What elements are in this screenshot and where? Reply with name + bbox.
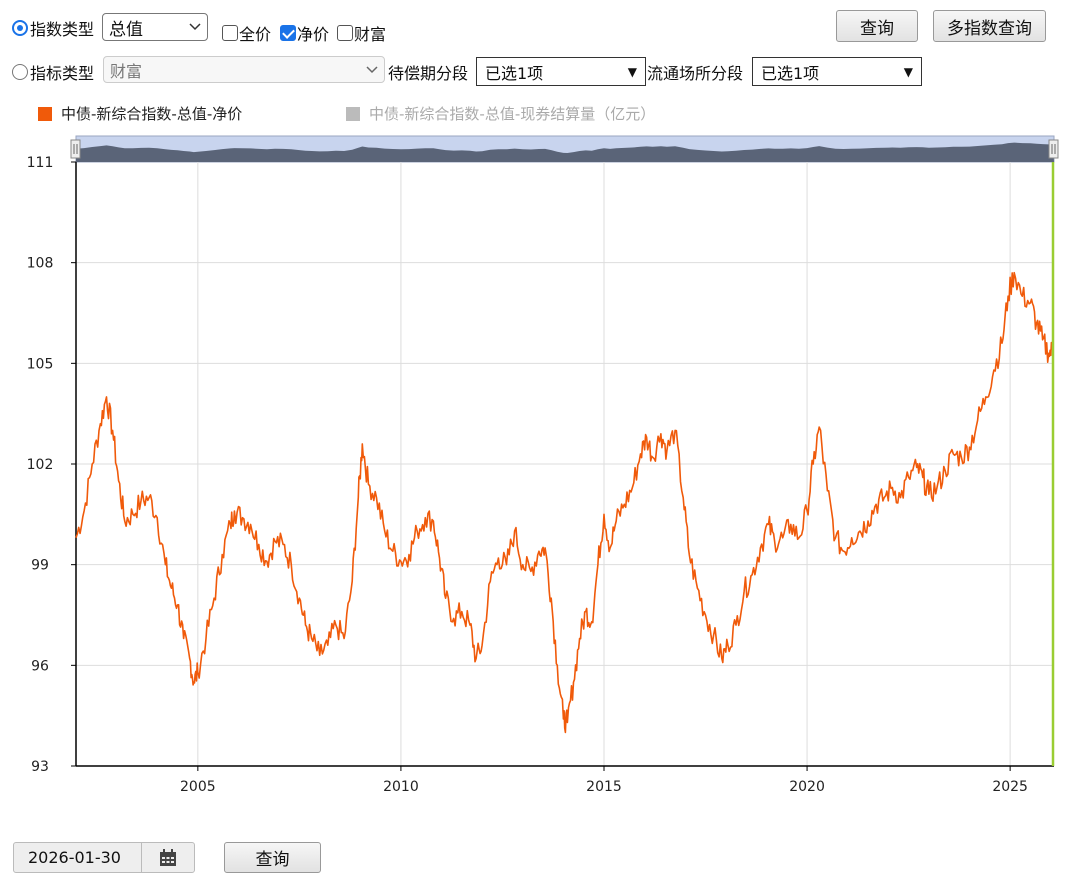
x-tick-label: 2010 [383,779,419,795]
price-option-wealth[interactable]: 财富 [337,21,386,45]
indicator-type-select[interactable]: 财富 [103,56,385,83]
x-tick-label: 2020 [789,779,825,795]
venue-label: 流通场所分段 [647,64,744,83]
index-type-label: 指数类型 [30,20,95,39]
y-axis: 93 96 99 102 105 108 111 [27,155,76,775]
y-tick-label: 105 [27,356,54,372]
legend-item-net-price[interactable]: 中债-新综合指数-总值-净价 [38,103,242,124]
y-tick-label: 102 [27,457,54,473]
indicator-type-radio[interactable] [12,64,28,80]
wealth-label: 财富 [354,25,387,44]
navigator-right-handle[interactable] [1048,139,1059,159]
multi-index-query-button[interactable]: 多指数查询 [933,10,1046,42]
legend-item-volume[interactable]: 中债-新综合指数-总值-现券结算量（亿元） [346,103,655,124]
index-type-group: 指数类型 [12,16,94,40]
index-type-select-value: 总值 [109,19,143,40]
price-option-full[interactable]: 全价 [222,21,271,45]
venue-select[interactable]: 已选1项 ▼ [752,57,922,86]
y-tick-label: 108 [27,256,54,272]
x-tick-label: 2005 [180,779,216,795]
chevron-down-icon [189,23,201,31]
calendar-icon[interactable] [141,843,194,872]
dropdown-triangle-icon: ▼ [903,64,913,79]
date-picker[interactable]: 2026-01-30 [13,842,195,873]
legend-swatch [38,106,52,121]
date-input[interactable]: 2026-01-30 [28,848,121,867]
dropdown-triangle-icon: ▼ [627,64,637,79]
venue-select-value: 已选1项 [761,63,820,83]
wealth-checkbox[interactable] [337,25,353,41]
full-price-checkbox[interactable] [222,25,238,41]
maturity-select-value: 已选1项 [485,63,544,83]
indicator-type-select-value: 财富 [110,61,143,81]
full-price-label: 全价 [239,25,272,44]
x-tick-label: 2015 [586,779,622,795]
legend-swatch [346,106,360,121]
series-line-net-price [75,271,1054,734]
navigator-area [76,142,1054,162]
index-type-radio[interactable] [12,20,28,36]
date-query-button[interactable]: 查询 [224,842,321,873]
query-button[interactable]: 查询 [836,10,918,42]
legend-label: 中债-新综合指数-总值-现券结算量（亿元） [369,105,656,123]
x-tick-label: 2025 [992,779,1028,795]
range-navigator[interactable] [70,135,1059,163]
y-tick-label: 111 [27,155,54,171]
grid-lines [76,162,1054,766]
line-chart: 93 96 99 102 105 108 111 2005 2010 2015 2020 2025 [27,135,1059,795]
net-price-label: 净价 [297,25,330,44]
indicator-type-group: 指标类型 [12,60,94,84]
navigator-left-handle[interactable] [70,139,81,159]
maturity-select[interactable]: 已选1项 ▼ [476,57,646,86]
net-price-checkbox[interactable] [280,25,296,41]
maturity-label: 待偿期分段 [388,64,469,83]
y-tick-label: 99 [31,558,49,574]
y-tick-label: 93 [31,759,49,775]
indicator-type-label: 指标类型 [30,64,95,83]
index-type-select[interactable]: 总值 [102,13,208,41]
price-option-net[interactable]: 净价 [280,21,329,45]
legend-label: 中债-新综合指数-总值-净价 [61,105,243,123]
y-tick-label: 96 [31,658,49,674]
chevron-down-icon [366,65,378,73]
x-axis: 2005 2010 2015 2020 2025 [180,766,1028,795]
